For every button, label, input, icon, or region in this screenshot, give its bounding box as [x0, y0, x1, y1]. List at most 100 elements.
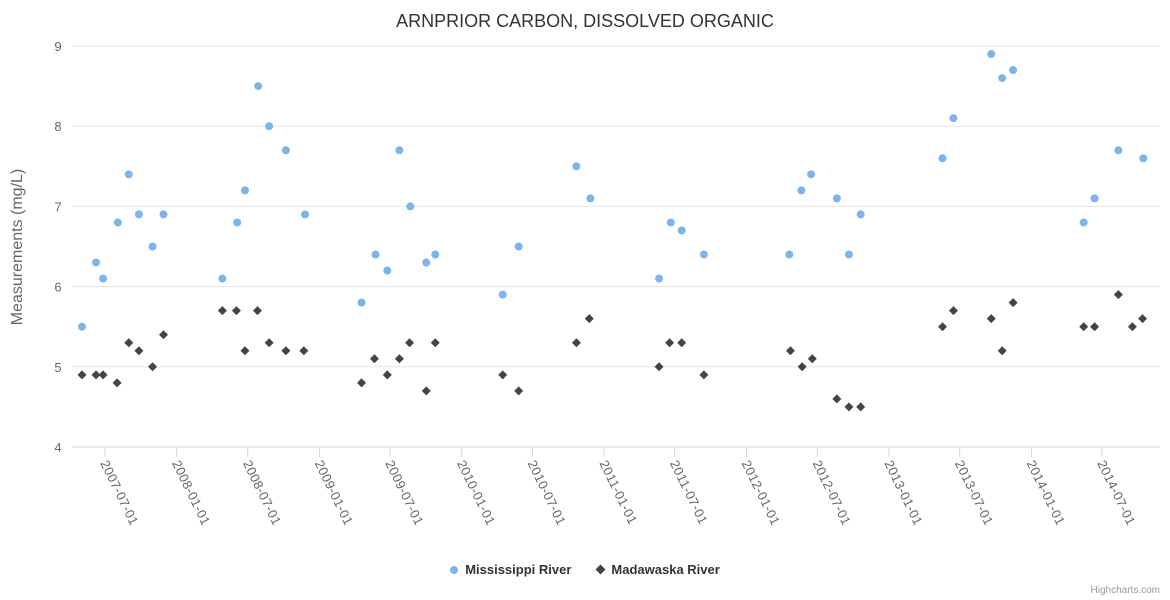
point-mississippi-river[interactable]: [406, 202, 415, 211]
point-madawaska-river[interactable]: [217, 306, 227, 316]
point-madawaska-river[interactable]: [785, 346, 795, 356]
point-madawaska-river[interactable]: [112, 378, 122, 388]
point-mississippi-river[interactable]: [431, 250, 440, 259]
point-madawaska-river[interactable]: [699, 370, 709, 380]
point-madawaska-river[interactable]: [571, 338, 581, 348]
point-mississippi-river[interactable]: [998, 74, 1007, 83]
point-mississippi-river[interactable]: [938, 154, 947, 163]
point-mississippi-river[interactable]: [240, 186, 249, 195]
point-madawaska-river[interactable]: [252, 306, 262, 316]
legend-item-mississippi-river[interactable]: Mississippi River: [450, 562, 571, 577]
highcharts-credit-link[interactable]: Highcharts.com: [1090, 585, 1160, 596]
point-madawaska-river[interactable]: [986, 314, 996, 324]
point-mississippi-river[interactable]: [1114, 146, 1123, 155]
point-mississippi-river[interactable]: [856, 210, 865, 219]
point-madawaska-river[interactable]: [77, 370, 87, 380]
point-madawaska-river[interactable]: [405, 338, 415, 348]
point-mississippi-river[interactable]: [807, 170, 816, 179]
point-madawaska-river[interactable]: [856, 402, 866, 412]
point-mississippi-river[interactable]: [281, 146, 290, 155]
point-madawaska-river[interactable]: [231, 306, 241, 316]
gridlines: [72, 45, 1160, 448]
point-madawaska-river[interactable]: [797, 362, 807, 372]
point-mississippi-river[interactable]: [666, 218, 675, 227]
point-madawaska-river[interactable]: [240, 346, 250, 356]
point-madawaska-river[interactable]: [148, 362, 158, 372]
point-mississippi-river[interactable]: [357, 298, 366, 307]
point-madawaska-river[interactable]: [98, 370, 108, 380]
point-mississippi-river[interactable]: [395, 146, 404, 155]
point-mississippi-river[interactable]: [785, 250, 794, 259]
point-mississippi-river[interactable]: [233, 218, 242, 227]
point-mississippi-river[interactable]: [124, 170, 133, 179]
point-madawaska-river[interactable]: [430, 338, 440, 348]
point-mississippi-river[interactable]: [134, 210, 143, 219]
point-madawaska-river[interactable]: [369, 354, 379, 364]
point-madawaska-river[interactable]: [1090, 322, 1100, 332]
point-madawaska-river[interactable]: [1079, 322, 1089, 332]
legend-item-madawaska-river[interactable]: Madawaska River: [595, 562, 720, 577]
point-mississippi-river[interactable]: [265, 122, 274, 131]
point-mississippi-river[interactable]: [92, 258, 101, 267]
point-mississippi-river[interactable]: [498, 290, 507, 299]
point-mississippi-river[interactable]: [422, 258, 431, 267]
point-mississippi-river[interactable]: [844, 250, 853, 259]
point-madawaska-river[interactable]: [807, 354, 817, 364]
point-madawaska-river[interactable]: [1138, 314, 1148, 324]
point-mississippi-river[interactable]: [699, 250, 708, 259]
point-mississippi-river[interactable]: [371, 250, 380, 259]
point-madawaska-river[interactable]: [677, 338, 687, 348]
x-axis-tick-label: 2012-01-01: [739, 458, 783, 528]
point-mississippi-river[interactable]: [159, 210, 168, 219]
point-mississippi-river[interactable]: [655, 274, 664, 283]
point-madawaska-river[interactable]: [498, 370, 508, 380]
point-madawaska-river[interactable]: [421, 386, 431, 396]
point-mississippi-river[interactable]: [1009, 66, 1018, 75]
point-madawaska-river[interactable]: [91, 370, 101, 380]
point-madawaska-river[interactable]: [281, 346, 291, 356]
point-madawaska-river[interactable]: [844, 402, 854, 412]
point-mississippi-river[interactable]: [572, 162, 581, 171]
point-madawaska-river[interactable]: [394, 354, 404, 364]
point-mississippi-river[interactable]: [77, 322, 86, 331]
point-mississippi-river[interactable]: [797, 186, 806, 195]
point-mississippi-river[interactable]: [301, 210, 310, 219]
x-axis-tick-label: 2009-01-01: [312, 458, 356, 528]
point-mississippi-river[interactable]: [949, 114, 958, 123]
point-madawaska-river[interactable]: [665, 338, 675, 348]
point-mississippi-river[interactable]: [1139, 154, 1148, 163]
point-madawaska-river[interactable]: [299, 346, 309, 356]
point-mississippi-river[interactable]: [218, 274, 227, 283]
point-mississippi-river[interactable]: [1090, 194, 1099, 203]
point-mississippi-river[interactable]: [987, 50, 996, 59]
point-madawaska-river[interactable]: [1008, 298, 1018, 308]
point-mississippi-river[interactable]: [514, 242, 523, 251]
point-mississippi-river[interactable]: [586, 194, 595, 203]
point-mississippi-river[interactable]: [677, 226, 686, 235]
point-mississippi-river[interactable]: [254, 82, 263, 91]
point-mississippi-river[interactable]: [99, 274, 108, 283]
point-madawaska-river[interactable]: [654, 362, 664, 372]
point-madawaska-river[interactable]: [1127, 322, 1137, 332]
point-madawaska-river[interactable]: [158, 330, 168, 340]
point-mississippi-river[interactable]: [832, 194, 841, 203]
point-mississippi-river[interactable]: [383, 266, 392, 275]
point-madawaska-river[interactable]: [832, 394, 842, 404]
point-madawaska-river[interactable]: [124, 338, 134, 348]
point-mississippi-river[interactable]: [148, 242, 157, 251]
y-axis-tick-label: 9: [54, 39, 62, 54]
point-madawaska-river[interactable]: [938, 322, 948, 332]
point-madawaska-river[interactable]: [584, 314, 594, 324]
point-madawaska-river[interactable]: [1113, 290, 1123, 300]
point-madawaska-river[interactable]: [997, 346, 1007, 356]
point-madawaska-river[interactable]: [382, 370, 392, 380]
point-madawaska-river[interactable]: [134, 346, 144, 356]
point-madawaska-river[interactable]: [948, 306, 958, 316]
point-madawaska-river[interactable]: [514, 386, 524, 396]
point-madawaska-river[interactable]: [357, 378, 367, 388]
point-madawaska-river[interactable]: [264, 338, 274, 348]
point-mississippi-river[interactable]: [1079, 218, 1088, 227]
y-axis-tick-label: 5: [54, 360, 62, 375]
point-mississippi-river[interactable]: [113, 218, 122, 227]
circle-marker-icon: [450, 565, 459, 574]
